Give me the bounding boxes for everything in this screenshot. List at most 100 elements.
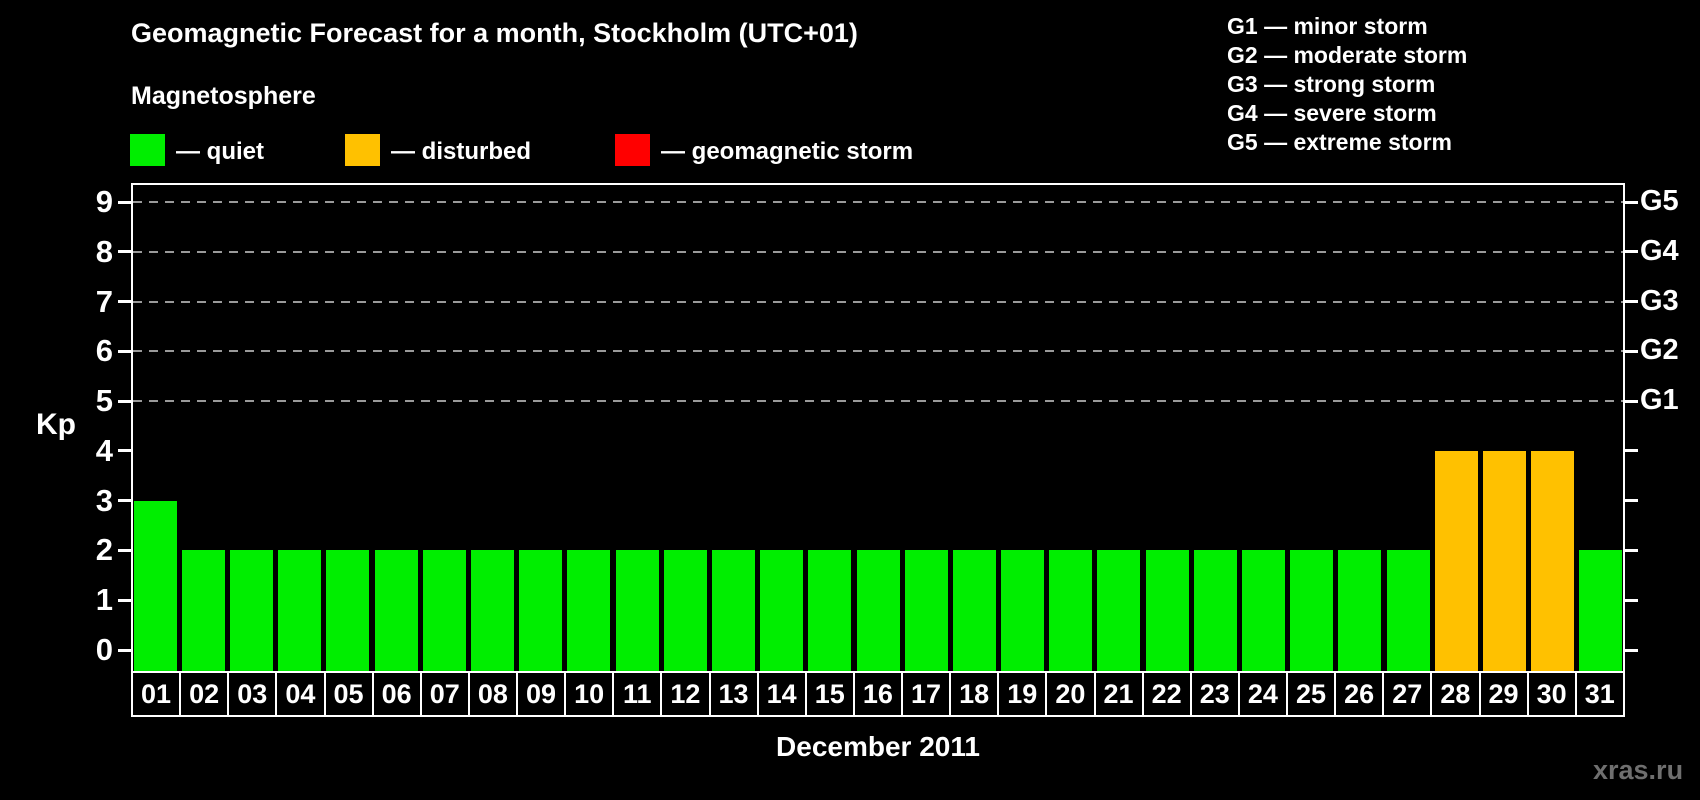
bar-day-10 [567,550,611,671]
x-axis-title: December 2011 [776,731,980,762]
y-axis-tick-left [118,300,131,304]
right-axis-label-g1: G1 [1640,384,1679,417]
day-cell-07: 07 [421,673,468,715]
watermark: xras.ru [1593,755,1684,785]
bar-day-04 [278,550,322,671]
day-cell-30: 30 [1528,673,1575,715]
right-axis-label-g2: G2 [1640,334,1679,367]
y-axis-tick-right [1625,598,1638,602]
y-axis-tick-left [118,349,131,353]
day-cell-23: 23 [1191,673,1238,715]
day-cell-06: 06 [373,673,420,715]
day-cell-10: 10 [566,673,613,715]
magnetosphere-label: Magnetosphere [131,82,316,110]
legend-quiet-label: — quiet [176,138,264,165]
day-cell-15: 15 [806,673,853,715]
bar-day-12 [663,550,707,671]
bar-day-11 [615,550,659,671]
y-axis-tick-right [1625,250,1638,254]
day-cell-13: 13 [710,673,757,715]
gridline-kp7 [133,300,1623,303]
bar-day-09 [519,550,563,671]
y-axis-tick-right [1625,300,1638,304]
y-axis-tick-label: 6 [95,333,113,369]
legend-storm-label: — geomagnetic storm [661,138,914,165]
y-axis-tick-left [118,250,131,254]
bar-day-25 [1290,550,1334,671]
bar-day-01 [133,500,177,671]
bar-day-13 [711,550,755,671]
y-axis-tick-label: 7 [95,283,113,319]
storm-scale-item: G3 — strong storm [1227,71,1436,97]
bar-day-05 [326,550,370,671]
gridline-kp8 [133,250,1623,253]
y-axis-tick-label: 9 [95,184,113,219]
bar-day-02 [181,550,225,671]
day-cell-18: 18 [951,673,998,715]
day-cell-12: 12 [662,673,709,715]
legend-quiet-swatch [130,134,165,166]
day-cell-19: 19 [999,673,1046,715]
legend-disturbed-label: — disturbed [391,138,532,165]
y-axis-tick-left [118,648,131,652]
y-axis-tick-left [118,548,131,552]
right-axis-label-g4: G4 [1640,234,1679,267]
y-axis-tick-label: 4 [95,432,113,468]
y-axis-tick-left [118,499,131,503]
day-cell-22: 22 [1143,673,1190,715]
y-axis-tick-right [1625,499,1638,503]
y-axis-tick-right [1625,200,1638,204]
y-axis-tick-right [1625,399,1638,403]
legend-storm-swatch [615,134,650,166]
bar-day-07 [422,550,466,671]
x-axis-day-row: 01 02 03 04 05 06 07 08 09 10 11 12 13 14 15 16 17 18 19 20… [131,671,1625,717]
bar-day-29 [1483,450,1527,671]
bar-day-28 [1434,450,1478,671]
y-axis-tick-right [1625,648,1638,652]
day-cell-05: 05 [325,673,372,715]
bar-day-31 [1579,550,1623,671]
bar-day-30 [1531,450,1575,671]
bar-day-14 [760,550,804,671]
gridline-kp9 [133,201,1623,203]
y-axis-tick-left [118,598,131,602]
storm-scale-item: G5 — extreme storm [1227,129,1452,155]
day-cell-01: 01 [133,673,180,715]
y-axis-title: Kp [36,408,76,441]
bar-day-23 [1193,550,1237,671]
day-cell-25: 25 [1288,673,1335,715]
y-axis-tick-label: 2 [95,532,113,568]
bar-day-20 [1049,550,1093,671]
y-axis-tick-left [118,399,131,403]
storm-scale-item: G1 — minor storm [1227,13,1428,39]
right-axis-label-g5: G5 [1640,185,1679,217]
bar-day-26 [1338,550,1382,671]
bar-day-18 [952,550,996,671]
storm-scale-legend: G1 — minor storm G2 — moderate storm G3 — … [1227,12,1467,157]
day-cell-03: 03 [229,673,276,715]
legend-disturbed-swatch [345,134,380,166]
storm-scale-item: G2 — moderate storm [1227,42,1468,68]
bar-day-08 [470,550,514,671]
bar-day-19 [1001,550,1045,671]
y-axis-tick-left [118,449,131,453]
bar-day-21 [1097,550,1141,671]
day-cell-02: 02 [181,673,228,715]
y-axis-tick-label: 5 [95,383,113,419]
day-cell-21: 21 [1095,673,1142,715]
bar-day-15 [808,550,852,671]
storm-scale-item: G4 — severe storm [1227,100,1437,126]
day-cell-20: 20 [1047,673,1094,715]
day-cell-11: 11 [614,673,661,715]
y-axis-tick-label: 8 [95,233,113,269]
y-axis-tick-right [1625,349,1638,353]
y-axis-tick-label: 3 [95,482,113,518]
bar-day-22 [1145,550,1189,671]
day-cell-04: 04 [277,673,324,715]
day-cell-09: 09 [518,673,565,715]
y-axis-tick-right [1625,548,1638,552]
day-cell-17: 17 [903,673,950,715]
day-cell-24: 24 [1239,673,1286,715]
bar-day-24 [1242,550,1286,671]
